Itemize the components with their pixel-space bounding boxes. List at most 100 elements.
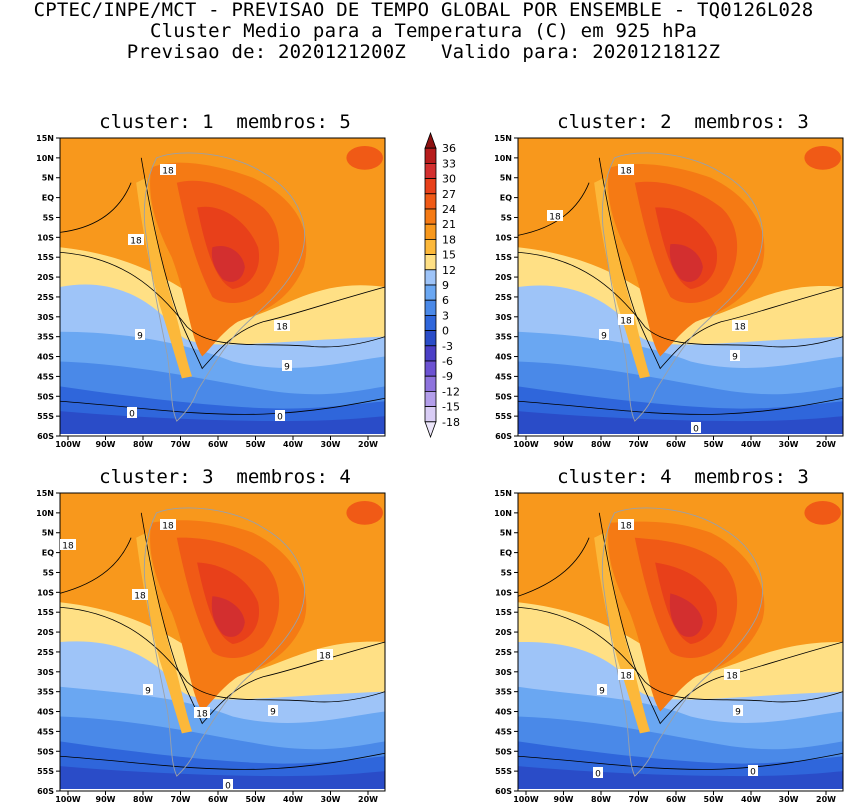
lat-tick-label: 40S <box>495 353 512 362</box>
lat-tick-label: 5S <box>43 568 55 577</box>
lon-tick-label: 60W <box>208 795 228 803</box>
lon-tick-label: 30W <box>779 795 799 803</box>
lon-tick-label: 70W <box>171 440 191 449</box>
colorbar-segment <box>424 299 437 316</box>
lat-tick-label: 60S <box>37 432 54 441</box>
lon-tick-label: 40W <box>283 440 303 449</box>
lat-tick-label: 45S <box>495 372 512 381</box>
lon-tick-label: 40W <box>741 440 761 449</box>
panel-4-title: cluster: 4 membros: 3 <box>557 466 809 488</box>
header-line-1: CPTEC/INPE/MCT - PREVISAO DE TEMPO GLOBA… <box>33 0 814 21</box>
lat-tick-label: 15S <box>495 608 512 617</box>
lon-tick-label: 100W <box>513 440 539 449</box>
lat-tick-label: 20S <box>37 628 54 637</box>
colorbar-segment <box>424 284 437 301</box>
lon-tick-label: 90W <box>96 440 116 449</box>
colorbar-label: 12 <box>442 264 456 277</box>
svg-text:0: 0 <box>225 782 231 792</box>
contour-label: 9 <box>730 350 740 363</box>
colorbar-label: -15 <box>442 401 460 414</box>
contour-label: 9 <box>135 329 145 342</box>
lat-tick-label: 40S <box>37 708 54 717</box>
lat-tick-label: 30S <box>495 313 512 322</box>
colorbar-label: 18 <box>442 233 456 246</box>
lat-tick-label: 40S <box>37 353 54 362</box>
colorbar-segment <box>424 193 437 210</box>
lat-tick-label: 15N <box>36 134 54 143</box>
contour-label: 18 <box>618 164 634 177</box>
contour-label: 9 <box>143 684 153 697</box>
colorbar-segment <box>424 131 437 149</box>
lon-tick-label: 60W <box>666 795 686 803</box>
colorbar-label: 9 <box>442 279 449 292</box>
colorbar-segment <box>424 406 437 423</box>
lon-tick-label: 80W <box>591 440 611 449</box>
contour-label: 0 <box>691 422 701 435</box>
colorbar-label: 15 <box>442 249 456 262</box>
colorbar-segment <box>424 208 437 225</box>
contour-label: 18 <box>194 707 210 720</box>
lat-tick-label: 5N <box>42 529 54 538</box>
lat-tick-label: 15S <box>37 253 54 262</box>
lat-tick-label: 50S <box>37 747 54 756</box>
header-line-2: Cluster Medio para a Temperatura (C) em … <box>149 20 698 42</box>
lon-tick-label: 90W <box>554 440 574 449</box>
lat-tick-label: 55S <box>37 767 54 776</box>
lat-tick-label: 35S <box>37 333 54 342</box>
lon-tick-label: 90W <box>554 795 574 803</box>
lat-tick-label: EQ <box>42 194 54 203</box>
lat-tick-label: 30S <box>37 668 54 677</box>
colorbar-label: -3 <box>442 340 453 353</box>
lon-tick-label: 100W <box>55 440 81 449</box>
lon-tick-label: 80W <box>133 440 153 449</box>
colorbar-label: 0 <box>442 325 449 338</box>
colorbar-segment <box>424 254 437 271</box>
lat-tick-label: 45S <box>37 727 54 736</box>
lat-tick-label: 10S <box>495 588 512 597</box>
lat-tick-label: 10S <box>37 233 54 242</box>
colorbar-segment <box>424 223 437 240</box>
lat-tick-label: EQ <box>42 549 54 558</box>
svg-text:9: 9 <box>137 332 143 342</box>
lat-tick-label: 55S <box>495 767 512 776</box>
lon-tick-label: 80W <box>591 795 611 803</box>
lon-tick-label: 70W <box>629 795 649 803</box>
colorbar-segment <box>424 314 437 331</box>
colorbar-segment <box>424 239 437 256</box>
lat-tick-label: 15S <box>37 608 54 617</box>
colorbar-segment <box>424 147 437 164</box>
contour-label: 18 <box>160 519 176 532</box>
colorbar-segment <box>424 345 437 362</box>
svg-text:9: 9 <box>284 363 290 373</box>
lon-tick-label: 30W <box>321 795 341 803</box>
svg-text:0: 0 <box>595 770 601 780</box>
lon-tick-label: 30W <box>321 440 341 449</box>
colorbar-label: 3 <box>442 309 449 322</box>
lat-tick-label: 20S <box>495 273 512 282</box>
contour-label: 9 <box>597 684 607 697</box>
lon-tick-label: 40W <box>283 795 303 803</box>
map-panel-3: 18 18 18 18 18 9 9 0 15N 10N 5N EQ 5S 10S 15S 20S 25S 30S… <box>36 489 386 803</box>
lat-tick-label: 35S <box>495 333 512 342</box>
lon-tick-label: 50W <box>704 795 724 803</box>
svg-text:18: 18 <box>62 542 74 552</box>
colorbar-segment <box>424 421 437 439</box>
contour-label: 18 <box>132 589 148 602</box>
lat-tick-label: 5N <box>42 174 54 183</box>
lon-tick-label: 90W <box>96 795 116 803</box>
contour-label: 9 <box>282 360 292 373</box>
svg-text:18: 18 <box>162 167 174 177</box>
svg-text:18: 18 <box>276 323 288 333</box>
lat-tick-label: 10N <box>36 509 54 518</box>
colorbar-label: -18 <box>442 416 460 429</box>
map-panel-1: 18 18 18 9 9 0 0 15N 10N 5N EQ 5S 10S 15S 20S 25S 30S 35S… <box>36 134 386 449</box>
svg-text:9: 9 <box>732 353 738 363</box>
colorbar-label: 6 <box>442 294 449 307</box>
lat-tick-label: 50S <box>37 392 54 401</box>
lat-tick-label: 60S <box>495 432 512 441</box>
lat-tick-label: 30S <box>495 668 512 677</box>
colorbar-label: -9 <box>442 370 453 383</box>
lat-tick-label: 5S <box>501 568 513 577</box>
contour-label: 18 <box>618 314 634 327</box>
contour-label: 0 <box>593 767 603 780</box>
